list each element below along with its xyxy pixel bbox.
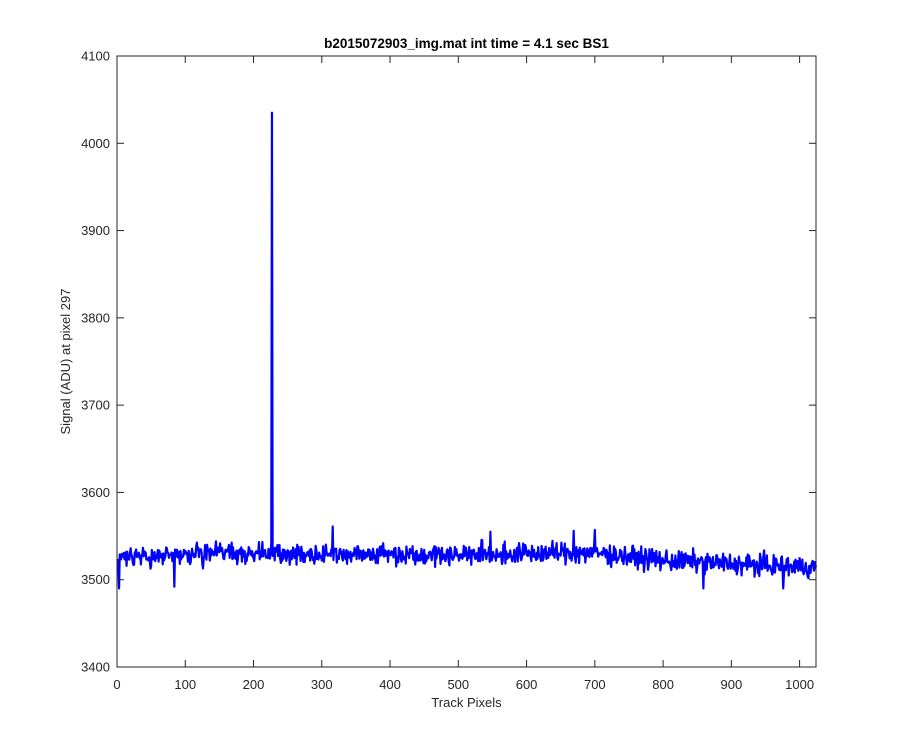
y-tick-label: 3700 [81, 398, 110, 413]
axes-box [116, 55, 817, 668]
y-tick-label: 4000 [81, 136, 110, 151]
x-tick-label: 300 [311, 677, 333, 692]
y-tick-label: 3900 [81, 223, 110, 238]
x-tick-label: 900 [721, 677, 743, 692]
y-tick-label: 3500 [81, 572, 110, 587]
x-tick-label: 400 [379, 677, 401, 692]
y-tick-label: 4100 [81, 49, 110, 64]
chart-title: b2015072903_img.mat int time = 4.1 sec B… [324, 36, 609, 51]
y-tick-label: 3600 [81, 485, 110, 500]
x-tick-label: 100 [174, 677, 196, 692]
x-tick-label: 200 [243, 677, 265, 692]
axes-background [117, 56, 816, 667]
x-tick-label: 600 [516, 677, 538, 692]
y-axis-ticks: 3400 3500 3600 3700 3800 3900 4000 4100 [81, 49, 816, 675]
x-axis-ticks: 0 100 200 300 400 500 600 700 800 900 1000 [113, 56, 814, 692]
x-tick-label: 500 [447, 677, 469, 692]
x-tick-label: 700 [584, 677, 606, 692]
signal-series-line [116, 111, 818, 590]
plot-area [116, 55, 818, 668]
y-tick-label: 3800 [81, 310, 110, 325]
series-layer [116, 111, 818, 590]
y-axis-label: Signal (ADU) at pixel 297 [58, 289, 73, 435]
y-tick-label: 3400 [81, 660, 110, 675]
x-tick-label: 0 [113, 677, 120, 692]
x-axis-label: Track Pixels [431, 695, 502, 710]
x-tick-label: 1000 [785, 677, 814, 692]
x-tick-label: 800 [652, 677, 674, 692]
